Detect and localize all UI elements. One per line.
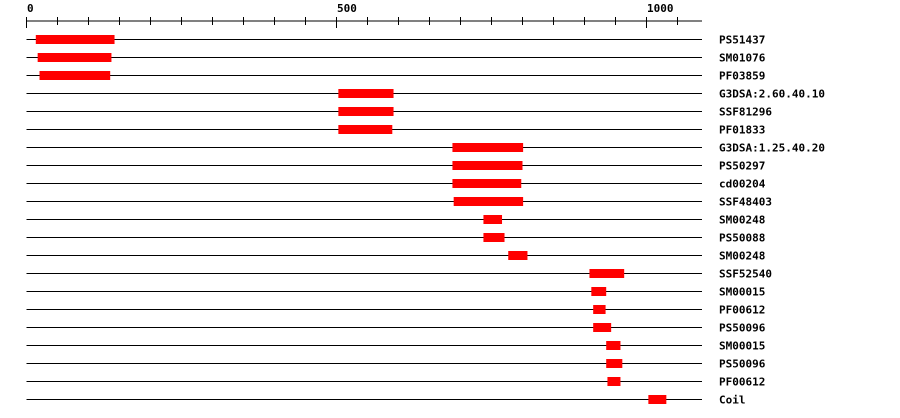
feature-track: SM01076 [26, 52, 766, 65]
feature-track: SSF81296 [26, 106, 772, 119]
feature-bar[interactable] [607, 377, 621, 386]
feature-track: PS50096 [26, 322, 766, 335]
feature-bar[interactable] [338, 125, 393, 134]
feature-label: G3DSA:1.25.40.20 [719, 142, 825, 155]
feature-bar[interactable] [606, 359, 623, 368]
feature-track: Coil [26, 394, 746, 407]
feature-bar[interactable] [593, 323, 612, 332]
feature-bar[interactable] [452, 161, 523, 170]
feature-bar[interactable] [606, 341, 621, 350]
feature-label: PF03859 [719, 70, 765, 83]
feature-track: PS51437 [26, 34, 765, 47]
feature-bar[interactable] [483, 215, 503, 224]
feature-label: SM00248 [719, 214, 765, 227]
feature-track: PS50088 [26, 232, 765, 245]
feature-bar[interactable] [452, 179, 522, 188]
feature-label: SM00015 [719, 286, 765, 299]
feature-label: SSF52540 [719, 268, 772, 281]
feature-bar[interactable] [35, 35, 115, 44]
feature-label: PF00612 [719, 376, 765, 389]
feature-bar[interactable] [338, 89, 394, 98]
feature-label: PS50096 [719, 358, 766, 371]
feature-track: PS50297 [26, 160, 765, 173]
feature-track: PS50096 [26, 358, 766, 371]
feature-track: SM00015 [26, 286, 765, 299]
feature-bar[interactable] [37, 53, 112, 62]
feature-bar[interactable] [452, 143, 524, 152]
feature-track: cd00204 [26, 178, 766, 191]
feature-track: SM00015 [26, 340, 765, 353]
feature-track: PF03859 [26, 70, 765, 83]
feature-bar[interactable] [453, 197, 524, 206]
feature-bar[interactable] [508, 251, 528, 260]
feature-label: Coil [719, 394, 746, 407]
feature-label: PS50096 [719, 322, 766, 335]
feature-label: SM00248 [719, 250, 765, 263]
feature-track: G3DSA:2.60.40.10 [26, 88, 825, 101]
feature-bar[interactable] [591, 287, 607, 296]
feature-label: PS50088 [719, 232, 765, 245]
axis-tick-label: 0 [27, 2, 34, 15]
feature-label: G3DSA:2.60.40.10 [719, 88, 825, 101]
feature-label: SM00015 [719, 340, 765, 353]
feature-label: SSF48403 [719, 196, 772, 209]
feature-track: PF00612 [26, 304, 765, 317]
feature-track: SM00248 [26, 214, 765, 227]
feature-tracks: PS51437 SM01076 PF03859 G3DSA:2.60.40.10 SSF… [26, 34, 825, 407]
feature-label: SSF81296 [719, 106, 772, 119]
feature-label: PF01833 [719, 124, 765, 137]
feature-track: G3DSA:1.25.40.20 [26, 142, 825, 155]
feature-track: SSF48403 [26, 196, 772, 209]
feature-label: PS50297 [719, 160, 765, 173]
feature-label: PF00612 [719, 304, 765, 317]
feature-bar[interactable] [593, 305, 606, 314]
feature-bar[interactable] [648, 395, 667, 404]
feature-track: PF00612 [26, 376, 765, 389]
axis-tick-label: 1000 [647, 2, 674, 15]
feature-label: PS51437 [719, 34, 765, 47]
feature-track: SSF52540 [26, 268, 772, 281]
position-axis: 0 500 1000 [26, 2, 702, 28]
feature-bar[interactable] [483, 233, 505, 242]
axis-tick-label: 500 [337, 2, 357, 15]
feature-label: SM01076 [719, 52, 766, 65]
feature-bar[interactable] [338, 107, 394, 116]
feature-bar[interactable] [589, 269, 625, 278]
feature-track: PF01833 [26, 124, 765, 137]
feature-track: SM00248 [26, 250, 765, 263]
feature-bar[interactable] [39, 71, 111, 80]
feature-label: cd00204 [719, 178, 766, 191]
